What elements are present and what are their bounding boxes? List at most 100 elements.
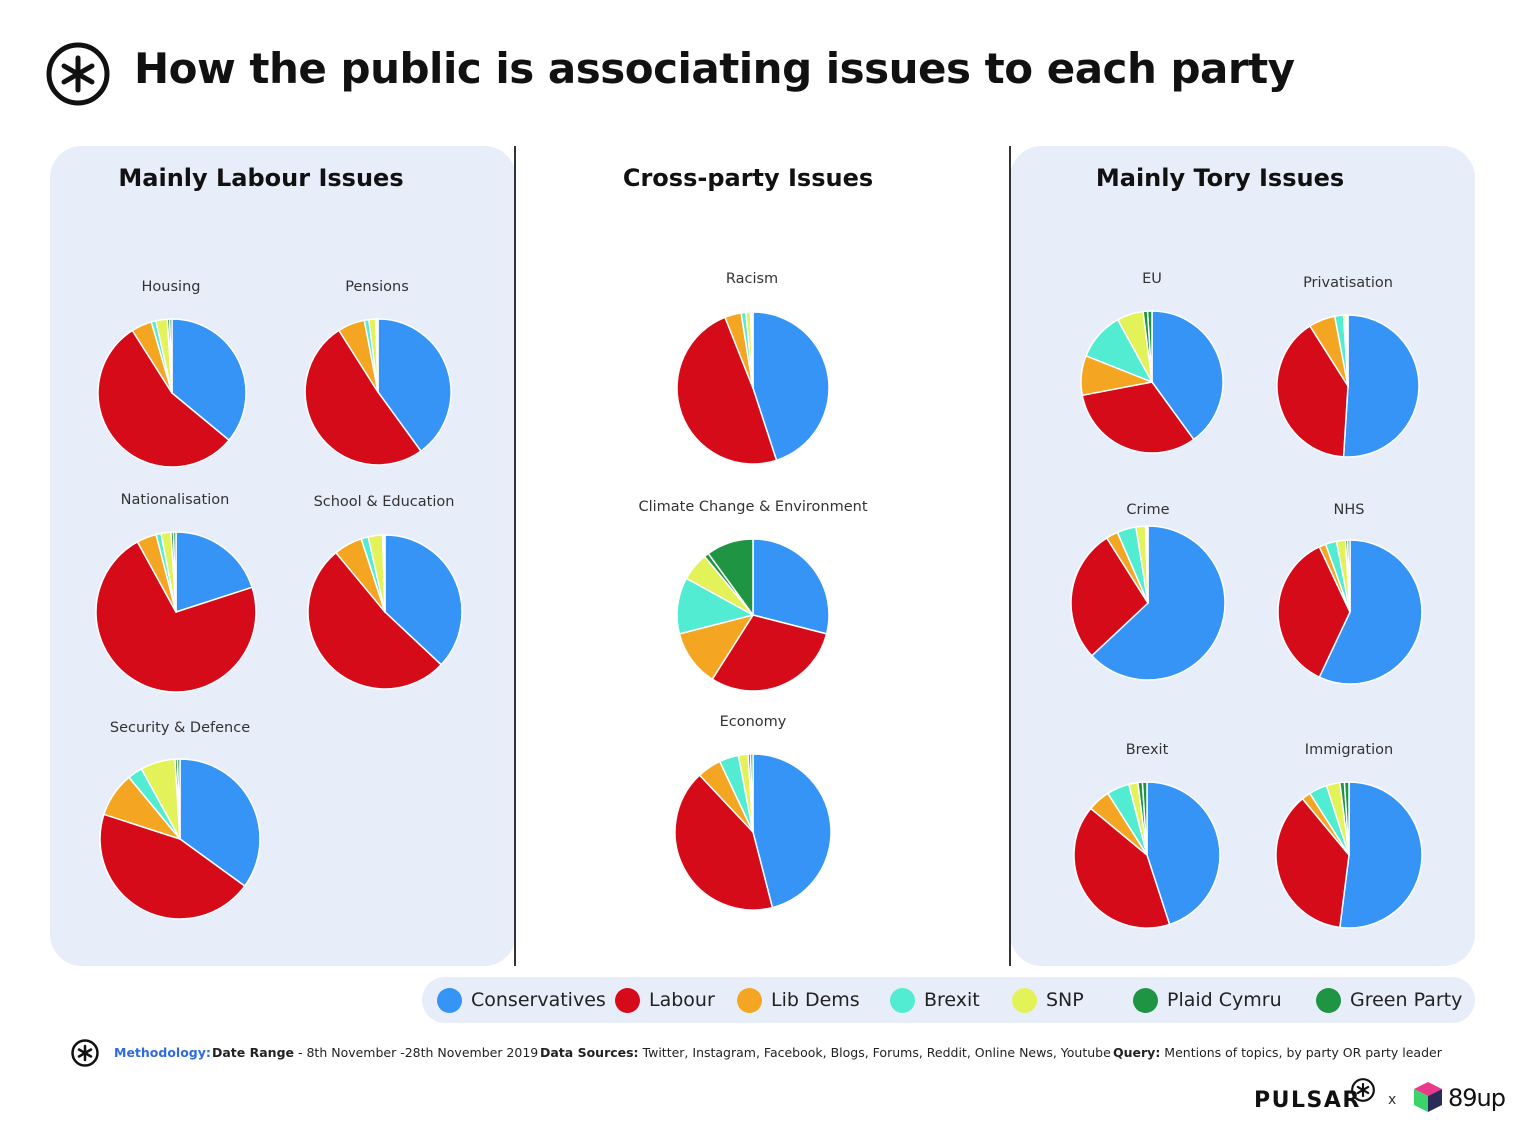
legend-item-green-party: Green Party [1316, 977, 1462, 1023]
pie-slice-labour [99, 813, 246, 920]
pulsar-mark-icon [1351, 1078, 1375, 1102]
pie-title-nhs: NHS [1333, 502, 1365, 518]
pie-title-school-and-education: School & Education [313, 494, 455, 510]
pie-slice-labour [1275, 798, 1350, 929]
pie-slice-labour [1277, 546, 1351, 678]
pie-slice-green-party [383, 534, 386, 613]
pie-chart-housing [97, 318, 247, 468]
pie-slice-labour [674, 774, 774, 911]
pie-slice-conservatives [1151, 310, 1224, 441]
divider-left [514, 146, 516, 966]
pie-slice-labour [95, 541, 257, 693]
methodology-label: Methodology: [114, 1045, 211, 1060]
pie-chart-nhs [1277, 539, 1423, 685]
pie-chart-eu [1080, 310, 1224, 454]
pie-title-nationalisation: Nationalisation [120, 492, 230, 508]
legend-item-lib-dems: Lib Dems [737, 977, 860, 1023]
pie-slice-green-party [1141, 781, 1148, 856]
methodology-footer: Methodology: Date Range - 8th November -… [70, 1038, 1470, 1067]
pie-chart-security-and-defence [99, 758, 261, 920]
pie-slice-green-party [176, 758, 181, 840]
pie-title-racism: Racism [725, 271, 779, 287]
date-range: Date Range - 8th November -28th November… [212, 1045, 539, 1060]
pie-title-brexit: Brexit [1125, 742, 1169, 758]
pie-slice-green-party [751, 311, 754, 389]
pie-chart-climate-change-and-environment [676, 538, 830, 692]
pulsar-small-logo-icon [71, 1039, 99, 1067]
data-sources: Data Sources: Twitter, Instagram, Facebo… [540, 1045, 1111, 1060]
pie-chart-racism [676, 311, 830, 465]
pie-slice-labour [1070, 537, 1149, 657]
pie-slice-labour [676, 316, 778, 465]
legend-item-brexit: Brexit [890, 977, 980, 1023]
pie-slice-conservatives [1318, 539, 1423, 685]
pie-slice-conservatives [752, 311, 830, 462]
pie-chart-privatisation [1276, 314, 1420, 458]
brand-separator: x [1388, 1092, 1397, 1108]
pie-slice-green-party [172, 531, 177, 613]
pie-title-housing: Housing [141, 279, 201, 295]
pie-chart-immigration [1275, 781, 1423, 929]
divider-right [1009, 146, 1011, 966]
pie-slice-green-party [1146, 525, 1149, 604]
pie-slice-labour [304, 329, 422, 466]
legend-swatch [1316, 987, 1341, 1013]
pie-title-immigration: Immigration [1304, 742, 1394, 758]
pie-title-privatisation: Privatisation [1303, 275, 1393, 291]
page-title: How the public is associating issues to … [134, 44, 1295, 93]
pie-chart-pensions [304, 318, 452, 466]
pie-slice-green-party [1346, 539, 1351, 613]
pulsar-wordmark: PULSAR [1254, 1088, 1361, 1113]
pie-slice-green-party [1346, 314, 1349, 387]
legend-item-labour: Labour [615, 977, 715, 1023]
legend-item-snp: SNP [1012, 977, 1084, 1023]
pie-chart-economy [674, 753, 832, 911]
pie-slice-conservatives [384, 534, 463, 666]
section-title-tory: Mainly Tory Issues [1095, 164, 1345, 192]
89up-wordmark: 89up [1448, 1084, 1506, 1112]
pie-slice-conservatives [752, 753, 832, 909]
pie-slice-green-party [1343, 781, 1350, 856]
pie-slice-labour [711, 614, 828, 692]
pie-title-crime: Crime [1126, 502, 1170, 518]
pie-chart-nationalisation [95, 531, 257, 693]
pie-title-climate-change-and-environment: Climate Change & Environment [638, 499, 868, 515]
pie-slice-green-party [749, 753, 754, 833]
89up-cube-icon [1414, 1082, 1442, 1112]
pie-slice-conservatives [1342, 314, 1420, 458]
pie-chart-crime [1070, 525, 1226, 681]
pie-slice-green-party [168, 318, 173, 394]
pie-chart-brexit [1073, 781, 1221, 929]
pulsar-logo-icon [46, 42, 110, 106]
pie-slice-conservatives [752, 538, 830, 635]
pie-slice-labour [307, 551, 442, 690]
legend: Conservatives Labour Lib Dems Brexit SNP… [422, 977, 1475, 1023]
pie-slice-labour [1073, 807, 1171, 929]
pie-title-security-and-defence: Security & Defence [109, 720, 251, 736]
section-title-labour: Mainly Labour Issues [118, 164, 404, 192]
legend-swatch [615, 987, 640, 1013]
legend-swatch [437, 987, 462, 1013]
pie-slice-conservatives [175, 531, 253, 613]
pie-slice-conservatives [1339, 781, 1423, 929]
pie-slice-labour [1081, 381, 1195, 454]
legend-item-plaid-cymru: Plaid Cymru [1133, 977, 1282, 1023]
pie-slice-conservatives [377, 318, 452, 452]
pie-slice-conservatives [1146, 781, 1221, 926]
pie-slice-conservatives [179, 758, 261, 887]
pie-title-pensions: Pensions [345, 279, 409, 295]
pie-slice-conservatives [1091, 525, 1226, 681]
legend-item-conservatives: Conservatives [437, 977, 606, 1023]
pie-slice-green-party [1146, 310, 1153, 383]
pie-title-eu: EU [1142, 271, 1162, 287]
pie-slice-green-party [376, 318, 379, 393]
pie-title-economy: Economy [719, 714, 787, 730]
query: Query: Mentions of topics, by party OR p… [1113, 1045, 1442, 1060]
pie-slice-conservatives [171, 318, 247, 441]
legend-swatch [1012, 987, 1037, 1013]
legend-swatch [890, 987, 915, 1013]
pie-slice-green-party [707, 538, 754, 616]
legend-swatch [1133, 987, 1158, 1013]
pie-slice-labour [97, 329, 230, 468]
section-title-cross: Cross-party Issues [622, 164, 874, 192]
